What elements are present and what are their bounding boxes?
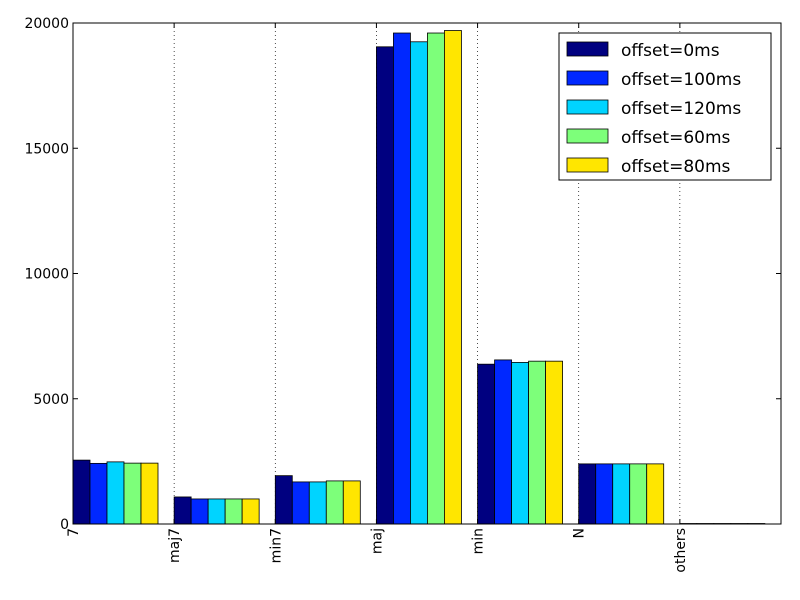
bar — [528, 360, 546, 525]
bar — [123, 462, 142, 525]
bar — [612, 463, 631, 525]
bar — [494, 359, 512, 525]
bar — [274, 475, 293, 525]
legend-label: offset=120ms — [621, 99, 741, 119]
x-tick-label: 7 — [66, 528, 82, 537]
x-tick-label: maj — [369, 528, 385, 554]
bar — [444, 30, 462, 525]
legend-swatch — [566, 99, 609, 115]
bar — [308, 481, 327, 525]
x-tick-label: others — [673, 528, 689, 573]
bar — [393, 32, 411, 525]
bar — [629, 463, 648, 525]
bar — [477, 363, 495, 525]
legend-swatch — [566, 70, 609, 86]
bar — [207, 498, 226, 525]
bar — [224, 498, 243, 525]
y-tick-label: 0 — [60, 517, 69, 533]
bar — [241, 498, 260, 525]
bar — [106, 461, 125, 525]
bar — [140, 462, 159, 525]
y-tick-label: 15000 — [24, 141, 69, 157]
bar — [376, 46, 394, 525]
bar — [89, 462, 108, 525]
bar — [427, 32, 445, 525]
bar — [72, 459, 91, 525]
legend-label: offset=80ms — [621, 157, 731, 177]
bar — [342, 480, 361, 525]
legend-swatch — [566, 128, 609, 144]
legend-swatch — [566, 157, 609, 173]
y-axis: 0 5000 10000 15000 20000 — [24, 16, 781, 533]
legend-swatch — [566, 41, 609, 57]
legend-label: offset=100ms — [621, 70, 741, 90]
legend: offset=0ms offset=100ms offset=120ms offset… — [558, 32, 772, 181]
x-tick-label: min7 — [268, 528, 284, 563]
bar — [173, 496, 192, 525]
bar — [646, 463, 665, 525]
y-tick-label: 10000 — [24, 267, 69, 283]
bars — [72, 30, 766, 525]
legend-label: offset=60ms — [621, 128, 731, 148]
bar — [325, 480, 344, 525]
bar — [190, 498, 209, 525]
bar — [511, 362, 529, 525]
bar — [291, 481, 310, 525]
bar — [410, 41, 428, 525]
bar — [595, 463, 614, 525]
bar — [545, 360, 563, 525]
y-tick-label: 20000 — [24, 16, 69, 32]
y-tick-label: 5000 — [33, 392, 69, 408]
bar — [578, 463, 597, 525]
legend-label: offset=0ms — [621, 41, 720, 61]
x-tick-label: min — [471, 528, 487, 554]
x-tick-label: maj7 — [167, 528, 183, 563]
x-tick-label: N — [572, 528, 588, 538]
